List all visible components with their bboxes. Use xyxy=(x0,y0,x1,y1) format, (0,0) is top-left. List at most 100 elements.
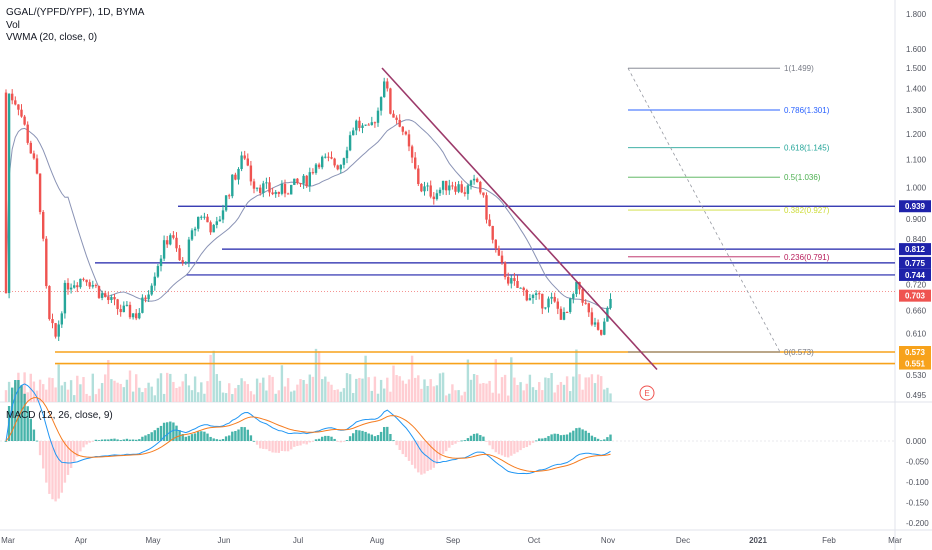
events-marker-icon[interactable] xyxy=(639,385,655,401)
volume-bar xyxy=(35,390,39,402)
macd-histogram-bar xyxy=(441,441,445,454)
candle-body xyxy=(352,130,355,136)
macd-histogram-bar xyxy=(11,387,14,441)
candle-body xyxy=(519,287,522,289)
candle-body xyxy=(193,228,197,231)
volume-bar xyxy=(559,382,563,402)
volume-bar xyxy=(265,390,268,402)
macd-histogram-bar xyxy=(42,441,45,469)
macd-histogram-bar xyxy=(417,441,420,473)
price-axis[interactable]: 1.800 1.600 1.500 1.400 1.300 1.200 1.100 1.000… xyxy=(906,10,929,528)
macd-histogram-bar xyxy=(4,441,8,442)
candle-body xyxy=(327,156,330,158)
macd-histogram-bar xyxy=(156,427,160,441)
horizontal-lines xyxy=(0,205,895,365)
volume-bar xyxy=(311,376,315,402)
volume-legend[interactable]: Vol xyxy=(6,20,20,31)
price-tick-14: 0.495 xyxy=(906,391,927,400)
macd-histogram-bar xyxy=(286,441,290,452)
candle-body xyxy=(488,219,491,226)
candle-body xyxy=(516,280,519,288)
candle-body xyxy=(466,185,470,194)
vwma-path xyxy=(5,119,611,309)
candle-body xyxy=(42,211,45,239)
candle-body xyxy=(562,312,566,320)
candle-body xyxy=(150,285,153,295)
macd-histogram-bar xyxy=(221,438,225,441)
macd-histogram-bar xyxy=(336,441,339,442)
macd-histogram-bar xyxy=(54,441,57,502)
volume-bar xyxy=(268,375,271,402)
volume-bar xyxy=(308,374,311,402)
macd-histogram-bar xyxy=(578,427,581,441)
volume-bar xyxy=(556,384,559,402)
macd-legend[interactable]: MACD (12, 26, close, 9) xyxy=(6,410,113,421)
candle-body xyxy=(559,308,563,320)
candle-body xyxy=(485,195,488,220)
candle-body xyxy=(364,124,367,126)
macd-histogram-bar xyxy=(97,440,101,441)
macd-histogram-bar xyxy=(389,433,392,441)
volume-bar xyxy=(376,393,380,402)
volume-bar xyxy=(293,390,296,402)
macd-histogram-bar xyxy=(491,441,494,450)
candle-body xyxy=(333,158,336,166)
volume-bar xyxy=(138,387,141,402)
candle-body xyxy=(38,173,42,212)
volume-bar xyxy=(603,389,606,402)
time-tick-6: Sep xyxy=(446,536,461,545)
macd-histogram-bar xyxy=(237,429,240,441)
macd-histogram-bar xyxy=(228,435,231,441)
candle-body xyxy=(85,279,88,283)
macd-histogram-bar xyxy=(14,380,17,441)
candle-body xyxy=(181,260,184,263)
macd-histogram-bar xyxy=(166,422,169,441)
macd-histogram-bar xyxy=(541,438,544,441)
volume-bar xyxy=(66,389,70,402)
volume-bar xyxy=(104,374,107,402)
macd-histogram-bar xyxy=(66,441,70,475)
volume-bar xyxy=(286,378,290,402)
candle-body xyxy=(463,192,466,194)
macd-histogram-bar xyxy=(367,433,370,441)
macd-histogram-bar xyxy=(516,441,519,453)
trendline[interactable] xyxy=(381,67,658,371)
volume-bar xyxy=(197,392,200,402)
macd-histogram-bar xyxy=(497,441,501,455)
volume-bar xyxy=(172,381,175,402)
candle-body xyxy=(395,117,398,120)
macd-histogram-bar xyxy=(513,441,516,454)
candle-body xyxy=(277,192,280,194)
fib-level-label: 0(0.573) xyxy=(784,348,814,357)
candle-body xyxy=(215,221,218,225)
macd-histogram-bar xyxy=(510,441,513,456)
macd-histogram-bar xyxy=(280,441,284,451)
candle-body xyxy=(379,97,383,111)
macd-histogram-bar xyxy=(138,439,141,441)
macd-histogram-bar xyxy=(206,433,209,441)
price-tick-9: 0.840 xyxy=(906,235,927,244)
candle-body xyxy=(94,285,98,287)
macd-histogram-bar xyxy=(383,427,386,441)
candle-body xyxy=(73,285,76,288)
candle-body xyxy=(550,296,553,299)
macd-tick-4: -0.200 xyxy=(906,519,929,528)
macd-histogram-bar xyxy=(311,441,315,442)
volume-bar xyxy=(187,385,191,402)
macd-histogram-bar xyxy=(57,441,60,499)
volume-bar xyxy=(541,390,544,402)
macd-histogram-bar xyxy=(584,430,587,441)
volume-bar xyxy=(252,394,256,402)
volume-bar xyxy=(26,392,29,402)
macd-histogram-bar xyxy=(187,435,191,441)
candle-body xyxy=(491,225,494,240)
volume-bar xyxy=(451,384,454,402)
candle-body xyxy=(35,158,39,174)
candle-body xyxy=(435,193,439,200)
price-tick-10: 0.720 xyxy=(906,281,927,290)
symbol-legend[interactable]: GGAL/(YPFD/YPF), 1D, BYMA xyxy=(6,7,145,18)
time-axis[interactable]: Mar Apr May Jun Jul Aug Sep Oct Nov Dec 2021 Feb Mar xyxy=(1,536,902,545)
vwma-legend[interactable]: VWMA (20, close, 0) xyxy=(6,32,97,43)
volume-bar xyxy=(339,391,342,402)
price-badge-label: 0.703 xyxy=(905,292,926,301)
